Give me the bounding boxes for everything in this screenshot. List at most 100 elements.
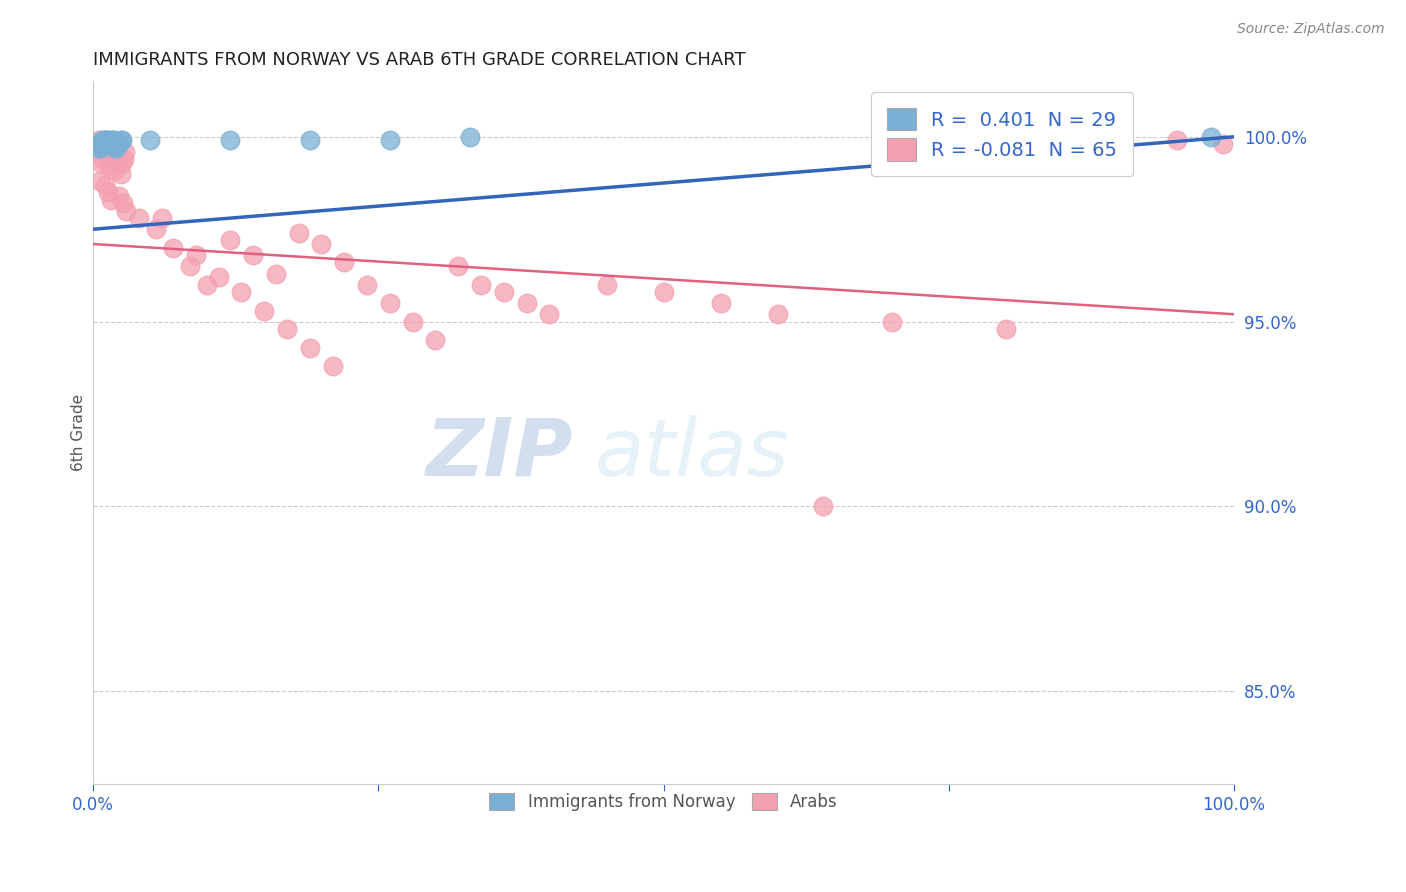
Text: ZIP: ZIP xyxy=(425,415,572,492)
Point xyxy=(766,307,789,321)
Point xyxy=(219,134,242,148)
Point xyxy=(87,141,110,155)
Point xyxy=(101,148,124,162)
Point xyxy=(470,277,492,292)
Point xyxy=(91,137,114,152)
Point xyxy=(356,277,378,292)
Point xyxy=(97,137,120,152)
Point xyxy=(87,137,110,152)
Point xyxy=(110,167,132,181)
Point xyxy=(93,152,115,166)
Point xyxy=(145,222,167,236)
Point xyxy=(458,129,481,144)
Text: Source: ZipAtlas.com: Source: ZipAtlas.com xyxy=(1237,22,1385,37)
Point xyxy=(492,285,515,299)
Point xyxy=(89,137,111,152)
Point xyxy=(90,141,112,155)
Point xyxy=(96,134,118,148)
Point xyxy=(90,155,112,169)
Point xyxy=(195,277,218,292)
Point xyxy=(104,163,127,178)
Point xyxy=(93,178,115,192)
Point xyxy=(103,134,125,148)
Point xyxy=(401,315,423,329)
Point xyxy=(128,211,150,226)
Point xyxy=(93,137,115,152)
Point xyxy=(103,148,125,162)
Point xyxy=(219,233,242,247)
Point xyxy=(208,270,231,285)
Point xyxy=(1166,134,1188,148)
Point xyxy=(139,134,162,148)
Point xyxy=(710,296,733,310)
Point xyxy=(184,248,207,262)
Point xyxy=(1211,137,1233,152)
Point xyxy=(276,322,298,336)
Point xyxy=(101,134,124,148)
Point xyxy=(1199,129,1222,144)
Point xyxy=(264,267,287,281)
Point xyxy=(447,259,470,273)
Y-axis label: 6th Grade: 6th Grade xyxy=(72,394,86,471)
Point xyxy=(100,134,122,148)
Point xyxy=(378,296,401,310)
Point xyxy=(98,137,121,152)
Point xyxy=(94,145,117,159)
Point xyxy=(96,134,118,148)
Point xyxy=(87,134,110,148)
Point xyxy=(97,186,120,200)
Point xyxy=(108,137,131,152)
Point xyxy=(242,248,264,262)
Point xyxy=(179,259,201,273)
Text: IMMIGRANTS FROM NORWAY VS ARAB 6TH GRADE CORRELATION CHART: IMMIGRANTS FROM NORWAY VS ARAB 6TH GRADE… xyxy=(93,51,745,69)
Point xyxy=(100,193,122,207)
Point xyxy=(107,152,129,166)
Point xyxy=(298,134,321,148)
Point xyxy=(298,341,321,355)
Point xyxy=(322,359,344,373)
Point xyxy=(94,134,117,148)
Point xyxy=(112,152,135,166)
Point xyxy=(111,196,134,211)
Point xyxy=(115,203,138,218)
Point xyxy=(253,303,276,318)
Point xyxy=(813,500,835,514)
Point xyxy=(1108,141,1130,155)
Point xyxy=(91,134,114,148)
Point xyxy=(880,315,903,329)
Point xyxy=(595,277,617,292)
Point xyxy=(98,137,121,152)
Point xyxy=(150,211,173,226)
Point xyxy=(104,141,127,155)
Point xyxy=(93,137,115,152)
Point xyxy=(538,307,561,321)
Point xyxy=(111,134,134,148)
Legend: Immigrants from Norway, Arabs: Immigrants from Norway, Arabs xyxy=(475,780,851,824)
Point xyxy=(105,155,128,169)
Point xyxy=(93,141,115,155)
Point xyxy=(114,145,136,159)
Point xyxy=(652,285,675,299)
Point xyxy=(87,137,110,152)
Point xyxy=(994,322,1017,336)
Point xyxy=(287,226,309,240)
Point xyxy=(162,241,184,255)
Point xyxy=(98,160,121,174)
Point xyxy=(425,333,447,347)
Point xyxy=(311,237,333,252)
Point xyxy=(107,137,129,152)
Point xyxy=(89,174,111,188)
Point xyxy=(105,141,128,155)
Point xyxy=(98,145,121,159)
Point xyxy=(231,285,253,299)
Point xyxy=(93,134,115,148)
Point xyxy=(105,141,128,155)
Point xyxy=(111,155,134,169)
Text: atlas: atlas xyxy=(595,415,790,492)
Point xyxy=(105,137,128,152)
Point xyxy=(333,255,356,269)
Point xyxy=(378,134,401,148)
Point xyxy=(516,296,538,310)
Point xyxy=(110,134,132,148)
Point xyxy=(108,189,131,203)
